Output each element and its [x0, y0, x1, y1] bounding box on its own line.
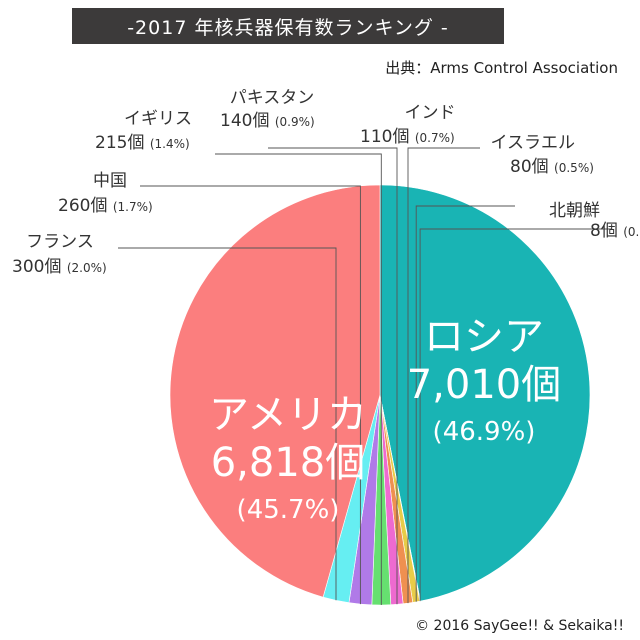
slice-russia [379, 184, 591, 602]
leader-israel [415, 205, 515, 602]
label-russia-count: 7,010個 [407, 362, 562, 408]
label-russia-name: ロシア [424, 314, 544, 360]
label-usa-percent: (45.7%) [237, 495, 340, 525]
label-uk-name: イギリス [124, 109, 192, 129]
slice-usa [169, 184, 381, 598]
label-usa-name: アメリカ [209, 392, 367, 438]
leader-pakistan [268, 147, 398, 605]
leader-lines [118, 147, 612, 605]
label-france-value: 300個 (2.0%) [12, 257, 107, 277]
label-uk-value: 215個 (1.4%) [95, 133, 190, 153]
label-pakistan-name: パキスタン [230, 88, 315, 108]
label-north-korea-name: 北朝鮮 [549, 201, 600, 221]
copyright-note: © 2016 SayGee!! & Sekaika!! [415, 618, 624, 634]
label-pakistan-value: 140個 (0.9%) [220, 111, 315, 131]
label-india-value: 110個 (0.7%) [360, 127, 455, 147]
label-israel-value: 80個 (0.5%) [510, 157, 594, 177]
label-russia-percent: (46.9%) [433, 417, 536, 447]
label-israel-name: イスラエル [491, 133, 576, 153]
label-china-value: 260個 (1.7%) [58, 196, 153, 216]
label-india-name: インド [405, 103, 456, 123]
pie-slices [169, 184, 591, 606]
label-usa-count: 6,818個 [211, 440, 366, 486]
leader-india [407, 147, 480, 604]
leader-north-korea [419, 228, 612, 602]
title-bar: -2017 年核兵器保有数ランキング - [72, 8, 504, 44]
label-china-name: 中国 [93, 171, 127, 191]
chart-title: -2017 年核兵器保有数ランキング - [127, 16, 449, 39]
label-north-korea-value: 8個 (0.05%) [590, 221, 640, 241]
leader-uk [215, 153, 382, 605]
leader-france [118, 247, 337, 601]
leader-china [140, 185, 361, 605]
label-france-name: フランス [26, 232, 94, 252]
source-note: 出典：Arms Control Association [385, 59, 618, 77]
